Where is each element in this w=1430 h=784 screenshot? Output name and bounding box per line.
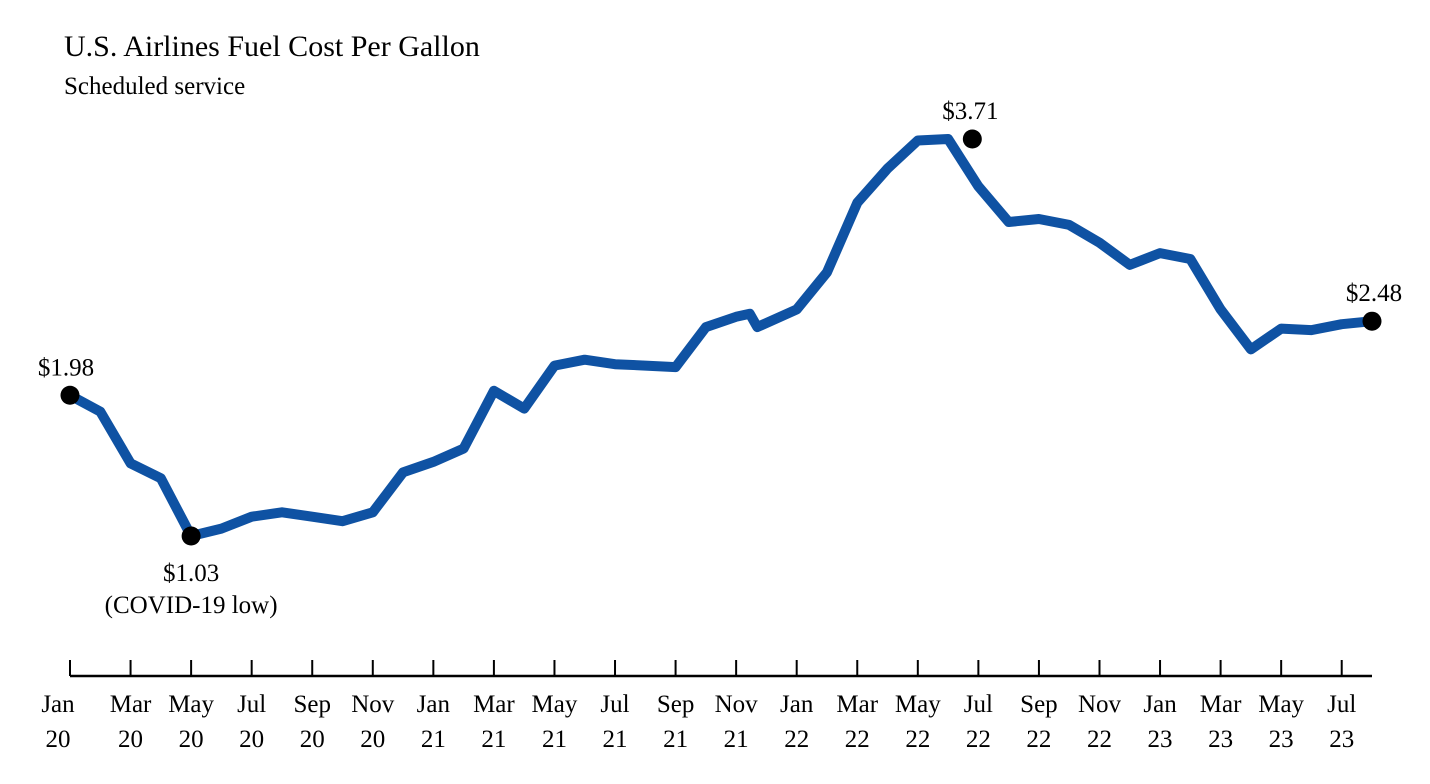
chart-title: U.S. Airlines Fuel Cost Per Gallon xyxy=(64,30,480,63)
x-tick-label-year: 20 xyxy=(118,726,143,753)
x-tick-label-year: 20 xyxy=(360,726,385,753)
x-tick-label-year: 20 xyxy=(239,726,264,753)
x-tick-label-month: Sep xyxy=(1020,691,1058,718)
x-tick-label-year: 21 xyxy=(724,726,749,753)
x-tick-label-month: Nov xyxy=(715,691,759,718)
x-tick-label-year: 22 xyxy=(845,726,870,753)
x-tick-label-month: Nov xyxy=(351,691,395,718)
data-label: $3.71 xyxy=(942,98,998,125)
data-point-marker xyxy=(962,129,982,149)
x-tick-label-year: 23 xyxy=(1329,726,1354,753)
x-tick-label-month: May xyxy=(895,691,941,718)
x-tick-label-month: May xyxy=(168,691,214,718)
x-tick-label-month: Mar xyxy=(473,691,515,718)
data-point-marker xyxy=(1362,311,1382,331)
x-tick-label-month: Jul xyxy=(964,691,993,718)
x-tick-label-month: Sep xyxy=(293,691,331,718)
x-tick-label-year: 21 xyxy=(481,726,506,753)
x-tick-label-year: 21 xyxy=(603,726,628,753)
x-tick-label-month: Jul xyxy=(237,691,266,718)
x-tick-label-year: 21 xyxy=(421,726,446,753)
x-tick-label-year: 22 xyxy=(1026,726,1051,753)
data-point-marker xyxy=(181,526,201,546)
x-tick-label-month: Mar xyxy=(110,691,152,718)
x-tick-label-year: 23 xyxy=(1269,726,1294,753)
x-tick-label-year: 22 xyxy=(966,726,991,753)
x-tick-label-month: Jan xyxy=(780,691,814,718)
x-tick-label-year: 20 xyxy=(300,726,325,753)
data-label: $1.03 xyxy=(163,560,219,587)
x-tick-label-month: Jan xyxy=(1143,691,1177,718)
x-tick-label-month: Sep xyxy=(657,691,695,718)
x-tick-label-year: 21 xyxy=(663,726,688,753)
x-tick-label-year: 23 xyxy=(1148,726,1173,753)
annotation-layer: $1.98 $1.03 (COVID-19 low) $3.71 $2.48 xyxy=(38,98,1402,619)
x-tick-label-year: 22 xyxy=(905,726,930,753)
x-tick-label-year: 20 xyxy=(179,726,204,753)
x-tick-label-month: Mar xyxy=(836,691,878,718)
data-label: $2.48 xyxy=(1346,280,1402,307)
x-tick-label-month: Jul xyxy=(1327,691,1356,718)
series-line xyxy=(65,134,1377,541)
x-tick-label-year: 22 xyxy=(784,726,809,753)
x-tick-label-month: May xyxy=(1258,691,1304,718)
x-tick-label-month: Mar xyxy=(1200,691,1242,718)
x-tick-label-year: 20 xyxy=(46,726,71,753)
x-tick-label-month: Jan xyxy=(417,691,451,718)
x-tick-label-month: May xyxy=(532,691,578,718)
x-axis: Jan 20 Mar 20 May 20 Jul 20 Sep 20 Nov 20 Jan 21 Mar 21… xyxy=(41,660,1372,753)
x-tick-label-year: 23 xyxy=(1208,726,1233,753)
chart-subtitle: Scheduled service xyxy=(64,73,246,100)
data-label: $1.98 xyxy=(38,354,94,381)
x-tick-label-month: Jan xyxy=(41,691,75,718)
data-label-note: (COVID-19 low) xyxy=(105,592,278,619)
data-point-marker xyxy=(60,385,80,405)
series-layer xyxy=(65,134,1377,541)
x-tick-label-month: Nov xyxy=(1078,691,1122,718)
x-tick-label-year: 22 xyxy=(1087,726,1112,753)
x-tick-label-year: 21 xyxy=(542,726,567,753)
x-tick-label-month: Jul xyxy=(600,691,629,718)
